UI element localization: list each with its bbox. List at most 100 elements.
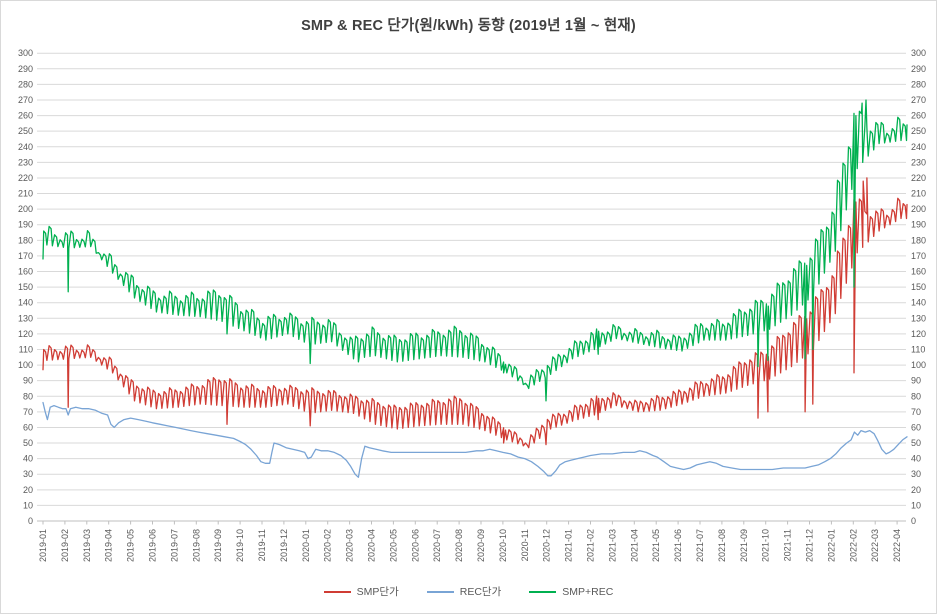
series-line-smp: [42, 177, 908, 449]
y-tick-label-left: 30: [23, 469, 33, 479]
x-tick-label: 2019-12: [279, 529, 289, 562]
y-tick-label-right: 0: [911, 516, 916, 526]
y-tick-label-right: 50: [911, 438, 921, 448]
y-tick-label-right: 30: [911, 469, 921, 479]
y-tick-label-left: 0: [28, 516, 33, 526]
y-tick-label-right: 220: [911, 173, 926, 183]
x-tick-label: 2020-03: [345, 529, 355, 562]
x-tick-label: 2022-01: [826, 529, 836, 562]
y-tick-label-right: 280: [911, 79, 926, 89]
y-tick-label-left: 260: [18, 111, 33, 121]
x-tick-label: 2021-01: [564, 529, 574, 562]
y-tick-label-left: 80: [23, 391, 33, 401]
y-tick-label-left: 270: [18, 95, 33, 105]
legend-swatch: [529, 590, 557, 593]
y-tick-label-left: 220: [18, 173, 33, 183]
y-tick-label-right: 80: [911, 391, 921, 401]
x-tick-label: 2021-08: [717, 529, 727, 562]
x-tick-label: 2021-07: [695, 529, 705, 562]
legend-swatch: [323, 590, 351, 593]
x-tick-label: 2022-04: [892, 529, 902, 562]
x-tick-label: 2019-01: [38, 529, 48, 562]
x-tick-label: 2019-04: [104, 529, 114, 562]
x-tick-label: 2019-09: [213, 529, 223, 562]
x-tick-label: 2020-01: [301, 529, 311, 562]
x-tick-label: 2019-07: [169, 529, 179, 562]
y-tick-label-left: 140: [18, 298, 33, 308]
y-tick-label-right: 290: [911, 64, 926, 74]
y-tick-label-left: 60: [23, 422, 33, 432]
x-tick-label: 2021-06: [673, 529, 683, 562]
y-tick-label-left: 120: [18, 329, 33, 339]
y-tick-label-right: 270: [911, 95, 926, 105]
legend-swatch: [426, 590, 454, 593]
x-tick-label: 2020-11: [520, 529, 530, 561]
series-line-smp-plus-rec: [42, 99, 908, 402]
y-tick-label-left: 170: [18, 251, 33, 261]
y-tick-label-left: 130: [18, 313, 33, 323]
y-tick-label-left: 90: [23, 376, 33, 386]
y-tick-label-right: 160: [911, 267, 926, 277]
y-tick-label-left: 150: [18, 282, 33, 292]
y-tick-label-left: 280: [18, 79, 33, 89]
y-tick-label-right: 70: [911, 407, 921, 417]
y-tick-label-right: 100: [911, 360, 926, 370]
y-tick-label-left: 240: [18, 142, 33, 152]
series-line-rec: [42, 401, 908, 478]
y-tick-label-right: 210: [911, 189, 926, 199]
y-tick-label-right: 110: [911, 344, 925, 354]
y-tick-label-right: 60: [911, 422, 921, 432]
y-tick-label-left: 20: [23, 485, 33, 495]
y-tick-label-right: 40: [911, 454, 921, 464]
y-tick-label-right: 200: [911, 204, 926, 214]
legend-item-rec: REC단가: [426, 584, 502, 599]
y-tick-label-right: 180: [911, 235, 926, 245]
y-tick-label-left: 250: [18, 126, 33, 136]
chart-legend: SMP단가 REC단가 SMP+REC: [1, 584, 936, 599]
y-tick-label-right: 10: [911, 500, 921, 510]
y-tick-label-left: 230: [18, 157, 33, 167]
x-tick-label: 2020-08: [454, 529, 464, 562]
legend-label: REC단가: [459, 586, 502, 598]
y-tick-label-right: 120: [911, 329, 926, 339]
x-tick-label: 2021-05: [651, 529, 661, 562]
legend-item-smp-plus-rec: SMP+REC: [529, 586, 613, 598]
x-tick-label: 2021-04: [629, 529, 639, 562]
x-tick-label: 2021-03: [607, 529, 617, 562]
x-tick-label: 2022-03: [870, 529, 880, 562]
y-tick-label-left: 190: [18, 220, 33, 230]
y-tick-label-right: 250: [911, 126, 926, 136]
y-tick-label-left: 180: [18, 235, 33, 245]
y-tick-label-left: 50: [23, 438, 33, 448]
x-tick-label: 2021-09: [739, 529, 749, 562]
y-tick-label-left: 10: [23, 500, 33, 510]
x-tick-label: 2020-12: [542, 529, 552, 562]
y-tick-label-right: 90: [911, 376, 921, 386]
y-tick-label-right: 150: [911, 282, 926, 292]
x-tick-label: 2021-10: [761, 529, 771, 562]
y-tick-label-right: 260: [911, 111, 926, 121]
y-tick-label-left: 210: [18, 189, 33, 199]
x-tick-label: 2019-03: [82, 529, 92, 562]
y-tick-label-left: 300: [18, 48, 33, 58]
x-tick-label: 2019-11: [257, 529, 267, 561]
x-tick-label: 2020-05: [388, 529, 398, 562]
y-tick-label-right: 130: [911, 313, 926, 323]
y-tick-label-right: 300: [911, 48, 926, 58]
x-tick-label: 2022-02: [848, 529, 858, 562]
y-tick-label-right: 230: [911, 157, 926, 167]
legend-label: SMP+REC: [562, 585, 614, 598]
x-tick-label: 2019-06: [148, 529, 158, 562]
y-tick-label-left: 110: [19, 344, 33, 354]
y-tick-label-left: 290: [18, 64, 33, 74]
y-tick-label-right: 170: [911, 251, 926, 261]
y-tick-label-left: 200: [18, 204, 33, 214]
x-tick-label: 2020-04: [367, 529, 377, 562]
y-tick-label-left: 70: [23, 407, 33, 417]
y-tick-label-right: 190: [911, 220, 926, 230]
x-tick-label: 2020-09: [476, 529, 486, 562]
x-tick-label: 2021-12: [805, 529, 815, 562]
y-tick-label-left: 40: [23, 454, 33, 464]
